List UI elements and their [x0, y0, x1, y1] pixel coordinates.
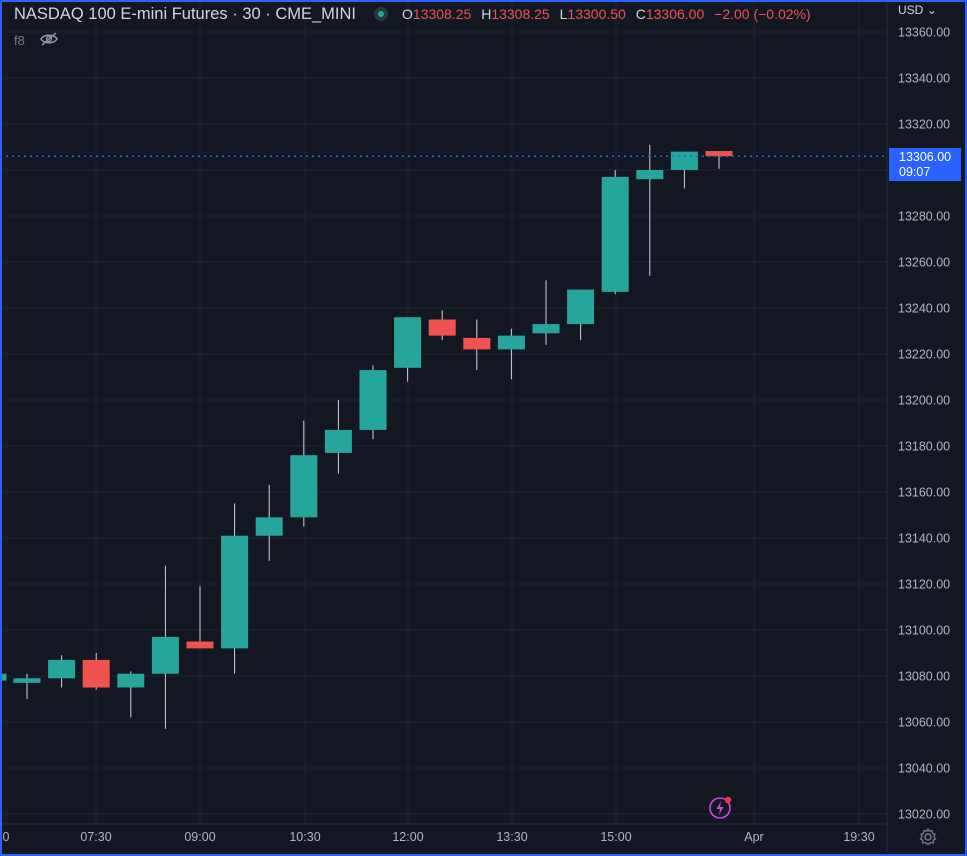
gear-icon[interactable] — [918, 827, 938, 852]
symbol-title[interactable]: NASDAQ 100 E-mini Futures · 30 · CME_MIN… — [14, 4, 357, 23]
bar-countdown: 09:07 — [899, 165, 931, 179]
change-value: −2.00 (−0.02%) — [714, 6, 811, 22]
ohlc-values: O13308.25 H13308.25 L13300.50 C13306.00 … — [402, 6, 811, 22]
y-tick-label: 13260.00 — [898, 256, 950, 270]
y-tick-label: 13180.00 — [898, 440, 950, 454]
x-tick-label: 09:00 — [184, 830, 215, 844]
currency-selector[interactable]: USD ⌄ — [898, 3, 937, 17]
y-tick-label: 13020.00 — [898, 808, 950, 822]
candle — [636, 144, 664, 276]
candle — [13, 673, 41, 699]
candle-body — [601, 176, 629, 292]
candle — [117, 671, 145, 718]
y-tick-label: 13160.00 — [898, 486, 950, 500]
candle-body — [567, 289, 595, 325]
x-tick-label: 12:00 — [392, 830, 423, 844]
candle — [428, 310, 456, 341]
candle-body — [221, 535, 249, 649]
high-key: H — [481, 6, 492, 22]
candle — [0, 673, 7, 681]
candle — [601, 170, 629, 295]
y-tick-label: 13040.00 — [898, 762, 950, 776]
candle — [705, 151, 733, 169]
candle — [290, 420, 318, 527]
last-price-value: 13306.00 — [899, 150, 952, 164]
grid — [0, 0, 887, 824]
candle — [255, 485, 283, 561]
candle-body — [497, 335, 525, 350]
candle-body — [359, 370, 387, 430]
candle-body — [117, 673, 145, 688]
candle-body — [670, 151, 698, 170]
x-tick-label: 07:30 — [80, 830, 111, 844]
candle — [359, 365, 387, 440]
x-tick-label: Apr — [744, 830, 763, 844]
candles — [0, 144, 733, 729]
x-tick-label: 15:00 — [600, 830, 631, 844]
y-tick-label: 13280.00 — [898, 210, 950, 224]
y-tick-label: 13340.00 — [898, 72, 950, 86]
candle-body — [324, 429, 352, 453]
low-value: 13300.50 — [567, 6, 626, 22]
open-value: 13308.25 — [412, 6, 472, 22]
y-tick-label: 13060.00 — [898, 716, 950, 730]
high-value: 13308.25 — [491, 6, 550, 22]
indicator-label[interactable]: f8 — [14, 33, 25, 48]
candle-body — [255, 517, 283, 536]
currency-label: USD — [898, 3, 924, 17]
candle — [463, 319, 491, 371]
candle — [48, 655, 76, 688]
indicator-row: f8 — [14, 32, 59, 49]
low-key: L — [559, 6, 568, 22]
currency-dropdown-icon: ⌄ — [926, 3, 937, 17]
candle-body — [151, 636, 179, 674]
x-tick-label: 13:30 — [496, 830, 527, 844]
price-axis[interactable]: 13360.0013340.0013320.0013300.0013280.00… — [898, 26, 950, 822]
candle — [221, 503, 249, 674]
time-axis[interactable]: 0 07:30 09:00 10:30 12:00 13:30 15:00 Apr 19:30 — [3, 830, 875, 844]
candle-body — [705, 151, 733, 157]
eye-hidden-icon[interactable] — [39, 32, 59, 49]
close-key: C — [635, 6, 646, 22]
candle — [567, 289, 595, 341]
y-tick-label: 13220.00 — [898, 348, 950, 362]
y-tick-label: 13120.00 — [898, 578, 950, 592]
candle — [394, 317, 422, 382]
y-tick-label: 13360.00 — [898, 26, 950, 40]
candle — [151, 565, 179, 729]
candle-body — [290, 455, 318, 518]
candle-body — [0, 673, 7, 681]
candle — [497, 328, 525, 380]
candle-body — [186, 641, 214, 649]
y-tick-label: 13140.00 — [898, 532, 950, 546]
candle-body — [82, 659, 110, 688]
y-tick-label: 13080.00 — [898, 670, 950, 684]
candle-body — [48, 659, 76, 679]
x-tick-label: 10:30 — [289, 830, 320, 844]
candle — [324, 400, 352, 474]
last-price-label: 13306.00 09:07 — [889, 148, 961, 181]
candle-body — [532, 324, 560, 334]
candle-body — [13, 678, 41, 683]
x-tick-label: 0 — [3, 830, 10, 844]
candle-body — [636, 170, 664, 180]
candle-body — [394, 317, 422, 368]
y-tick-label: 13320.00 — [898, 118, 950, 132]
candle — [532, 280, 560, 345]
y-tick-label: 13100.00 — [898, 624, 950, 638]
candle-body — [463, 337, 491, 350]
x-tick-label: 19:30 — [843, 830, 874, 844]
candle-body — [428, 319, 456, 336]
y-tick-label: 13240.00 — [898, 302, 950, 316]
lightning-icon[interactable] — [708, 795, 734, 826]
close-value: 13306.00 — [645, 6, 705, 22]
status-dot-icon — [374, 7, 389, 21]
chart-legend: NASDAQ 100 E-mini Futures · 30 · CME_MIN… — [14, 4, 811, 24]
y-tick-label: 13200.00 — [898, 394, 950, 408]
candle — [82, 653, 110, 690]
candle — [186, 586, 214, 649]
open-key: O — [402, 6, 413, 22]
candle — [670, 151, 698, 189]
